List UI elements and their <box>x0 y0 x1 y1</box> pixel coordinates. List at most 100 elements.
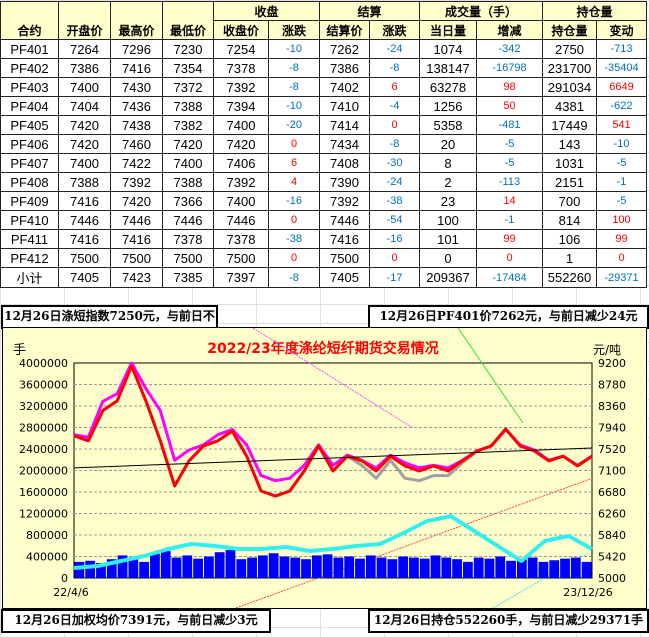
cell: -10 <box>596 134 647 154</box>
right-tick: 6260 <box>598 508 626 521</box>
volume-bar <box>344 556 355 578</box>
x-tick: 23/12/26 <box>563 586 612 599</box>
futures-table: 合约 开盘价 最高价 最低价 收盘 结算 成交量（手） 持仓量 收盘价 涨跌 结… <box>0 1 647 288</box>
cell: 7296 <box>110 39 163 59</box>
cell: -10 <box>268 96 320 116</box>
cell: 143 <box>542 134 597 154</box>
cell: 7392 <box>319 191 370 211</box>
left-tick: 400000 <box>26 551 68 564</box>
pointer-line <box>252 327 414 429</box>
table-row: PF406 7420 7460 7420 7420 0 7434 -8 20 -5 143 -10 <box>0 134 647 154</box>
cell: 7405 <box>319 267 370 288</box>
volume-bar <box>570 557 581 578</box>
volume-bar <box>355 558 365 578</box>
left-tick: 3600000 <box>19 379 68 392</box>
cell: 7378 <box>213 229 269 249</box>
cell: 1074 <box>419 39 477 59</box>
pointer-line <box>457 327 524 424</box>
col-header: 结算价 <box>319 20 370 40</box>
right-tick: 8360 <box>598 400 626 413</box>
right-tick: 5840 <box>598 529 626 542</box>
cell: 17449 <box>542 115 597 135</box>
cell: -17 <box>369 267 420 288</box>
x-tick: 22/4/6 <box>53 586 88 599</box>
trend-line <box>73 447 593 469</box>
cell: 0 <box>596 248 647 268</box>
table-row: PF401 7264 7296 7230 7254 -10 7262 -24 1074 -342 2… <box>0 39 647 59</box>
cell: 7372 <box>162 77 214 97</box>
cell: 6 <box>369 77 420 97</box>
cell: 7392 <box>213 77 269 97</box>
volume-bar <box>365 555 376 578</box>
cell: 7420 <box>213 134 269 154</box>
cell: 7400 <box>162 153 214 173</box>
cell: 23 <box>419 191 477 211</box>
cell: 7416 <box>319 229 370 249</box>
cell: 814 <box>542 210 597 230</box>
volume-bar <box>538 561 549 578</box>
cell: 7392 <box>110 172 163 192</box>
cell: 7414 <box>319 115 370 135</box>
chart-svg: 2022/23年度涤纶短纤期货交易情况 手 元/吨 22/4/6 23/12/2… <box>13 327 626 609</box>
cell: 552260 <box>542 267 597 288</box>
cell: PF411 <box>0 229 59 249</box>
cell: 7382 <box>162 115 214 135</box>
cell: -10 <box>268 39 320 59</box>
cell: 63278 <box>419 77 477 97</box>
cell: 7500 <box>319 248 370 268</box>
cell: 7420 <box>58 134 111 154</box>
cell: 7416 <box>58 229 111 249</box>
group-header: 收盘 <box>213 1 320 21</box>
cell: 0 <box>268 134 320 154</box>
cell: 7400 <box>213 191 269 211</box>
note-avg-price: 12月26日加权均价7391元，与前日减少3元 <box>1 609 271 633</box>
volume-bar <box>560 558 570 578</box>
cell: -713 <box>596 39 647 59</box>
cell: -622 <box>596 96 647 116</box>
cell: 7446 <box>319 210 370 230</box>
cell: -38 <box>268 229 320 249</box>
cell: 7446 <box>58 210 111 230</box>
cell: 0 <box>369 115 420 135</box>
cell: -481 <box>476 115 543 135</box>
cell: 14 <box>476 191 543 211</box>
table-row: PF405 7420 7438 7382 7400 -20 7414 0 5358 -481 174… <box>0 115 647 135</box>
cell: 6649 <box>596 77 647 97</box>
price-line <box>73 364 593 498</box>
right-tick: 5000 <box>598 572 626 585</box>
settle-line <box>73 364 593 498</box>
volume-bar <box>473 557 484 578</box>
cell: -8 <box>369 134 420 154</box>
volume-bar <box>495 556 506 578</box>
cell: PF410 <box>0 210 59 230</box>
cell: 7262 <box>319 39 370 59</box>
col-header: 涨跌 <box>369 20 420 40</box>
table-row: PF409 7416 7420 7366 7400 -16 7392 -38 23 14 700 -5 <box>0 191 647 211</box>
volume-bar <box>484 558 495 578</box>
right-tick: 7940 <box>598 422 626 435</box>
cell: 7264 <box>58 39 111 59</box>
cell: 7438 <box>110 115 163 135</box>
right-axis-label: 元/吨 <box>593 343 621 357</box>
cell: 7446 <box>110 210 163 230</box>
volume-bar <box>160 551 171 578</box>
cell: 7388 <box>58 172 111 192</box>
cell: 0 <box>476 248 543 268</box>
group-header: 成交量（手） <box>419 1 543 21</box>
cell: 2151 <box>542 172 597 192</box>
right-tick: 5420 <box>598 551 626 564</box>
col-header: 最低价 <box>162 1 214 40</box>
volume-bar <box>463 561 473 578</box>
volume-bar <box>106 559 117 578</box>
cell: 209367 <box>419 267 477 288</box>
cell: 7390 <box>319 172 370 192</box>
volume-bar <box>214 552 225 578</box>
cell: 0 <box>268 248 320 268</box>
note-pf401: 12月26日PF401价7262元，与前日减少24元 <box>368 305 649 329</box>
cell: -16 <box>369 229 420 249</box>
chart-title: 2022/23年度涤纶短纤期货交易情况 <box>207 340 439 357</box>
cell: 7460 <box>110 134 163 154</box>
cell: 541 <box>596 115 647 135</box>
cell: -113 <box>476 172 543 192</box>
col-header: 当日量 <box>419 20 477 40</box>
